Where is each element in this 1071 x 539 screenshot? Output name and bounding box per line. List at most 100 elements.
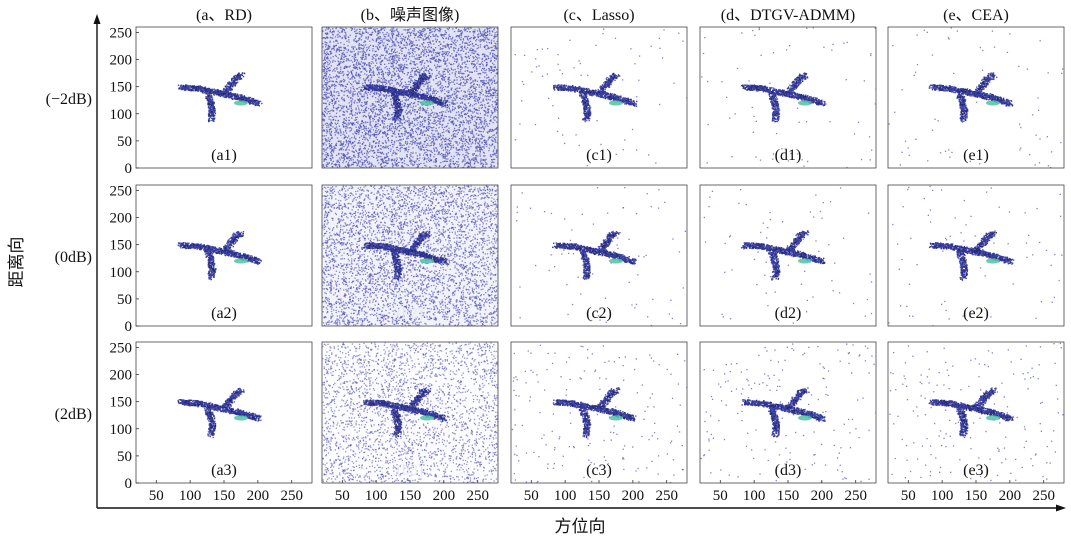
x-tick-label: 250: [655, 488, 678, 504]
target-cluster: [363, 230, 449, 281]
target-cluster: [928, 72, 1014, 123]
x-tick-label: 100: [179, 488, 202, 504]
y-tick-label: 100: [110, 107, 133, 123]
panel-a2: (a2) 0 50 100 150 200 250: [110, 183, 313, 335]
panel-label: (b2): [397, 305, 424, 322]
panel-b2: (b2): [321, 184, 499, 327]
panel-e2: (e2): [887, 184, 1065, 327]
outer-y-arrow: [93, 14, 101, 24]
hot-spot: [985, 100, 1000, 106]
target-cluster: [740, 72, 827, 123]
hot-spot: [985, 258, 1000, 264]
hot-spot: [608, 100, 623, 106]
x-tick-label: 250: [466, 488, 489, 504]
y-tick-label: 200: [110, 211, 133, 227]
y-tick-label: 150: [110, 238, 133, 254]
hot-spot: [419, 100, 434, 106]
y-tick-label: 0: [125, 476, 133, 492]
noise-layer: [888, 27, 1064, 168]
panel-d1: (d1): [699, 26, 877, 169]
panel-label: (c2): [586, 305, 612, 322]
target-cluster: [177, 72, 263, 123]
target-cluster: [553, 72, 638, 123]
panel-label: (e1): [963, 147, 989, 164]
y-tick-label: 200: [110, 368, 133, 384]
y-tick-label: 200: [110, 53, 133, 69]
target-cluster: [741, 387, 826, 438]
x-tick-label: 150: [777, 488, 800, 504]
panel-frame: [510, 26, 688, 169]
column-titles: (a、RD) (b、噪声图像) (c、Lasso) (d、DTGV-ADMM) (e、C…: [196, 6, 1009, 24]
target-cluster: [552, 387, 637, 439]
panel-b3: (b3) 50 100 150 200 250: [321, 341, 499, 504]
x-tick-label: 50: [901, 488, 916, 504]
hot-spot: [797, 415, 812, 421]
target-cluster: [552, 230, 637, 280]
y-tick-label: 0: [125, 161, 133, 177]
target-cluster: [740, 230, 826, 281]
panel-label: (a3): [211, 462, 237, 479]
hot-spot: [797, 258, 812, 264]
x-tick-label: 200: [622, 488, 645, 504]
target-cluster: [928, 230, 1015, 282]
hot-spot: [233, 100, 248, 106]
x-tick-label: 100: [554, 488, 577, 504]
panel-c1: (c1): [510, 26, 688, 169]
panel-label: (b3): [397, 462, 424, 479]
y-tick-label: 250: [110, 340, 133, 356]
panel-label: (c3): [586, 462, 612, 479]
hot-spot: [608, 415, 623, 421]
row-label-1: (0dB): [55, 249, 92, 266]
x-tick-label: 100: [743, 488, 766, 504]
hot-spot: [608, 258, 623, 264]
x-tick-label: 250: [844, 488, 867, 504]
x-tick-label: 250: [280, 488, 303, 504]
y-tick-label: 250: [110, 183, 133, 199]
panel-label: (e2): [963, 305, 989, 322]
panel-a1: (a1) 0 50 100 150 200 250: [110, 25, 313, 177]
y-tick-label: 100: [110, 265, 133, 281]
noise-layer: [514, 28, 687, 167]
x-tick-label: 250: [1032, 488, 1055, 504]
row-label-2: (2dB): [55, 406, 92, 423]
panel-d3: (d3) 50 100 150 200 250: [699, 341, 877, 504]
noise-layer: [700, 343, 876, 483]
x-tick-label: 50: [524, 488, 539, 504]
target-cluster: [928, 387, 1014, 439]
target-cluster: [177, 387, 262, 439]
panel-label: (a2): [211, 305, 237, 322]
noise-layer: [322, 342, 498, 483]
column-title-d: (d、DTGV-ADMM): [721, 7, 856, 24]
panel-label: (d3): [775, 462, 802, 479]
panel-label: (b1): [397, 147, 424, 164]
panel-e1: (e1): [887, 26, 1065, 169]
panel-label: (e3): [963, 462, 989, 479]
panel-label: (c1): [586, 147, 612, 164]
hot-spot: [419, 258, 434, 264]
x-tick-label: 100: [931, 488, 954, 504]
hot-spot: [233, 415, 248, 421]
x-tick-label: 150: [965, 488, 988, 504]
panel-frame: [887, 26, 1065, 169]
panel-frame: [135, 184, 313, 327]
panel-grid: (a1) 0 50 100 150 200 250 (b1) (c1) (d1) (e1) (a2) 0…: [110, 25, 1065, 504]
panel-frame: [699, 341, 877, 484]
panel-e3: (e3) 50 100 150 200 250: [887, 341, 1065, 504]
panel-frame: [699, 26, 877, 169]
column-title-e: (e、CEA): [943, 7, 1009, 24]
panel-b1: (b1): [321, 26, 499, 169]
y-tick-label: 100: [110, 422, 133, 438]
y-tick-label: 50: [117, 134, 132, 150]
x-tick-label: 50: [149, 488, 164, 504]
panel-c3: (c3) 50 100 150 200 250: [510, 341, 688, 504]
outer-x-arrow: [1056, 504, 1066, 512]
hot-spot: [419, 415, 434, 421]
x-tick-label: 150: [213, 488, 236, 504]
x-tick-label: 150: [399, 488, 422, 504]
panel-label: (d1): [775, 147, 802, 164]
target-cluster: [363, 72, 449, 124]
hot-spot: [797, 100, 812, 106]
panel-label: (d2): [775, 305, 802, 322]
x-tick-label: 50: [713, 488, 728, 504]
x-tick-label: 150: [588, 488, 611, 504]
